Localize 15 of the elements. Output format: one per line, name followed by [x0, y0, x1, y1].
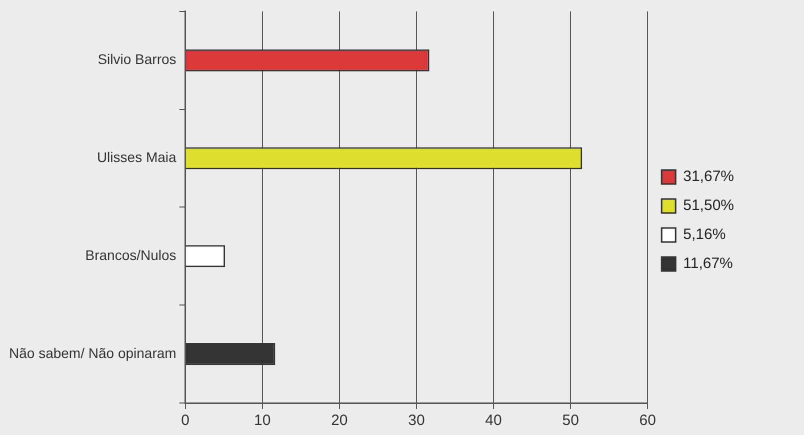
x-tick-label: 10 — [254, 412, 271, 430]
x-tick-label: 30 — [408, 412, 425, 430]
y-tick-label: Não sabem/ Não opinaram — [8, 344, 176, 361]
y-tick-label: Brancos/Nulos — [85, 247, 176, 264]
legend-label: 5,16% — [683, 226, 726, 244]
legend-label: 31,67% — [683, 168, 734, 186]
x-tick-label: 60 — [639, 412, 656, 430]
y-tick-label: Silvio Barros — [98, 51, 176, 68]
y-tick-label: Ulisses Maia — [96, 149, 177, 166]
x-tick-label: 40 — [485, 412, 502, 430]
x-tick-label: 20 — [331, 412, 348, 430]
legend-label: 51,50% — [683, 197, 734, 214]
x-tick-label: 50 — [562, 412, 579, 430]
legend-label: 11,67% — [683, 255, 733, 272]
x-tick-label: 0 — [181, 412, 190, 430]
